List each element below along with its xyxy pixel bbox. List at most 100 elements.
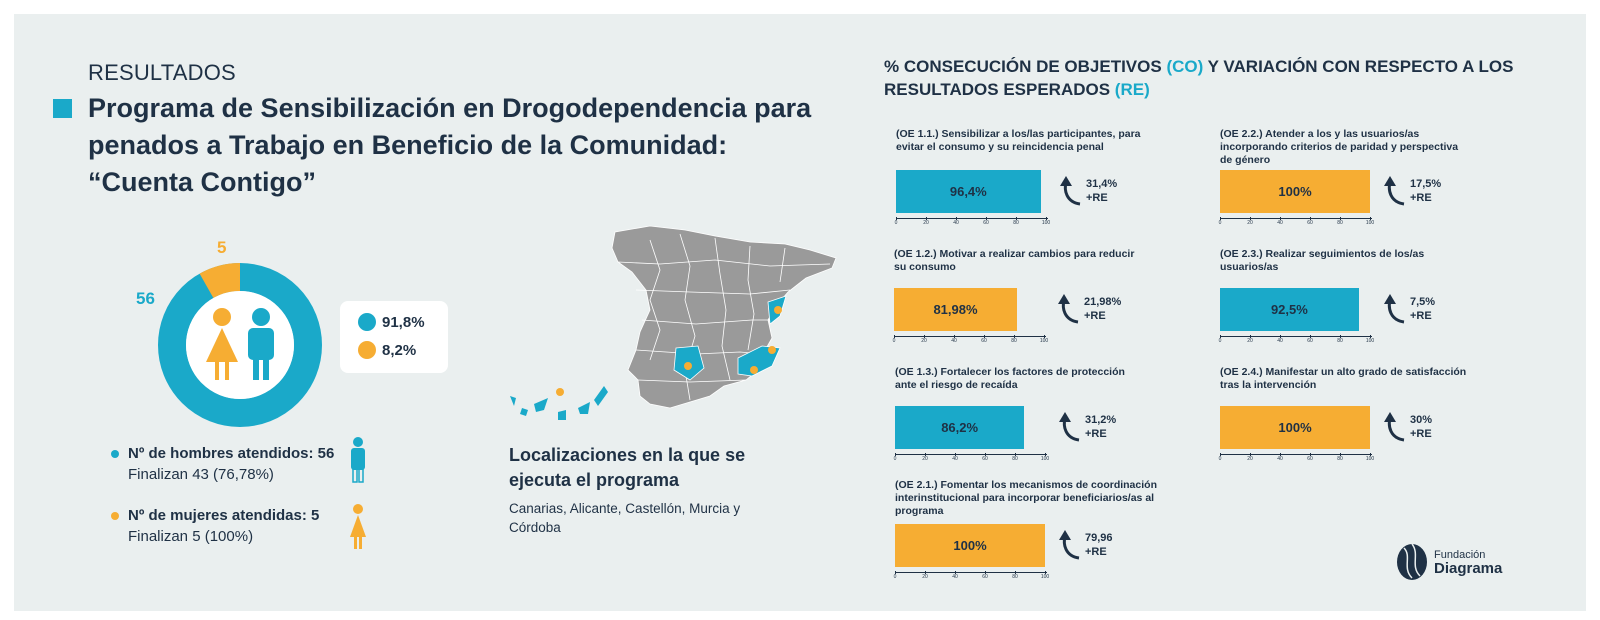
- men-bullet: [111, 450, 119, 458]
- axis-tick-label: 80: [1012, 574, 1018, 580]
- axis-tick: [985, 453, 986, 456]
- axis-tick: [984, 335, 985, 338]
- axis-tick: [1310, 335, 1311, 338]
- axis-tick: [1250, 453, 1251, 456]
- legend-label-men: 91,8%: [382, 313, 425, 331]
- objective-bar-value: 100%: [953, 538, 987, 553]
- axis-tick-label: 60: [983, 220, 989, 226]
- axis-tick: [1045, 571, 1046, 574]
- marker-canarias: [556, 388, 564, 396]
- axis-tick-label: 100: [1041, 220, 1051, 226]
- axis-tick: [926, 217, 927, 220]
- variation-arrow-icon: [1384, 176, 1405, 206]
- donut-center: [186, 291, 294, 399]
- objective-bar-value: 92,5%: [1270, 302, 1308, 317]
- objective-bar-group: 92,5% 0 20 40 60 80 100: [1219, 288, 1374, 344]
- axis-tick-label: 40: [952, 456, 958, 462]
- axis-tick-label: 60: [1307, 338, 1313, 344]
- axis-tick-label: 20: [921, 338, 927, 344]
- axis-tick-label: 20: [922, 574, 928, 580]
- axis-tick-label: 0: [1218, 456, 1222, 462]
- variation-value: 31,2%: [1085, 414, 1117, 426]
- variation-suffix: +RE: [1410, 310, 1432, 322]
- variation-arrow-icon: [1059, 530, 1080, 560]
- objective-bar-group: 81,98% 0 20 40 60 80 100: [893, 288, 1048, 344]
- axis-tick-label: 20: [1247, 456, 1253, 462]
- objective-axis: [1220, 336, 1372, 337]
- axis-tick: [1045, 453, 1046, 456]
- axis-tick-label: 100: [1365, 456, 1375, 462]
- axis-tick: [1310, 217, 1311, 220]
- objective-bar: 86,2%: [895, 406, 1025, 449]
- variation-arrow-icon: [1060, 176, 1081, 206]
- chart-title-part1: % CONSECUCIÓN DE OBJETIVOS: [884, 57, 1167, 76]
- legend-item-men: 91,8%: [358, 313, 425, 331]
- chart-title-re: (RE): [1114, 80, 1150, 99]
- fundacion-diagrama-logo-icon: [1397, 543, 1427, 580]
- axis-tick-label: 60: [1307, 456, 1313, 462]
- axis-tick: [925, 571, 926, 574]
- axis-tick-label: 20: [1247, 220, 1253, 226]
- axis-tick-label: 60: [1307, 220, 1313, 226]
- axis-tick: [985, 571, 986, 574]
- chart-title: % CONSECUCIÓN DE OBJETIVOS (CO) Y VARIAC…: [884, 55, 1524, 101]
- objective-bar-value: 96,4%: [949, 184, 987, 199]
- variation-text: 30% +RE: [1410, 413, 1432, 441]
- variation-arrow-icon: [1384, 412, 1405, 442]
- axis-tick-label: 40: [1277, 338, 1283, 344]
- axis-tick: [1280, 453, 1281, 456]
- axis-tick: [1015, 571, 1016, 574]
- variation-value: 79,96: [1085, 532, 1113, 544]
- axis-tick: [955, 571, 956, 574]
- axis-tick: [1370, 453, 1371, 456]
- variation-text: 21,98% +RE: [1084, 295, 1121, 323]
- axis-tick: [925, 453, 926, 456]
- donut-label-women: 5: [217, 238, 227, 257]
- canary-islands: [510, 386, 608, 420]
- axis-tick: [1220, 335, 1221, 338]
- variation-value: 30%: [1410, 414, 1433, 426]
- objective-bar-value: 100%: [1278, 420, 1312, 435]
- objective-axis: [894, 336, 1046, 337]
- spain-map: [510, 225, 837, 420]
- axis-tick-label: 40: [1277, 220, 1283, 226]
- objective-label: (OE 1.3.) Fortalecer los factores de pro…: [895, 366, 1125, 391]
- axis-tick-label: 0: [1218, 220, 1222, 226]
- donut-slice-women: [199, 263, 241, 299]
- donut-legend: 91,8% 8,2%: [340, 301, 448, 373]
- women-count: Nº de mujeres atendidas: 5: [128, 507, 320, 524]
- objective-bar-value: 81,98%: [933, 302, 978, 317]
- axis-tick: [1220, 453, 1221, 456]
- axis-tick-label: 20: [1247, 338, 1253, 344]
- objective-axis: [895, 454, 1047, 455]
- axis-tick-label: 100: [1040, 456, 1050, 462]
- axis-tick: [1280, 335, 1281, 338]
- axis-tick: [1016, 217, 1017, 220]
- axis-tick-label: 80: [1337, 220, 1343, 226]
- marker-castellon: [774, 306, 782, 314]
- woman-icon: [206, 308, 238, 380]
- variation-value: 7,5%: [1410, 296, 1436, 308]
- objective-bar-group: 100% 0 20 40 60 80 100: [1218, 406, 1375, 462]
- variation-arrow-icon: [1058, 294, 1079, 324]
- objective-bar-group: 86,2% 0 20 40 60 80 100: [894, 406, 1050, 462]
- variation-suffix: +RE: [1086, 192, 1108, 204]
- man-small-icon: [351, 437, 365, 483]
- axis-tick: [1340, 335, 1341, 338]
- chart-title-part2: Y VARIACIÓN CON RESPECTO A LOS RESULTADO…: [884, 57, 1514, 99]
- variation-suffix: +RE: [1410, 192, 1432, 204]
- legend-swatch-women: [358, 341, 376, 359]
- marker-murcia: [750, 366, 758, 374]
- objective-axis: [1220, 218, 1372, 219]
- axis-tick: [1370, 335, 1371, 338]
- objective-label: (OE 2.4.) Manifestar un alto grado de sa…: [1220, 366, 1467, 391]
- woman-small-icon: [350, 504, 366, 549]
- axis-tick: [986, 217, 987, 220]
- women-bullet: [111, 512, 119, 520]
- axis-tick-label: 100: [1040, 574, 1050, 580]
- men-count: Nº de hombres atendidos: 56: [128, 445, 335, 462]
- variation-text: 17,5% +RE: [1410, 177, 1441, 205]
- objective-bar: 100%: [1220, 406, 1370, 449]
- legend-swatch-men: [358, 313, 376, 331]
- variation-text: 31,4% +RE: [1086, 177, 1117, 205]
